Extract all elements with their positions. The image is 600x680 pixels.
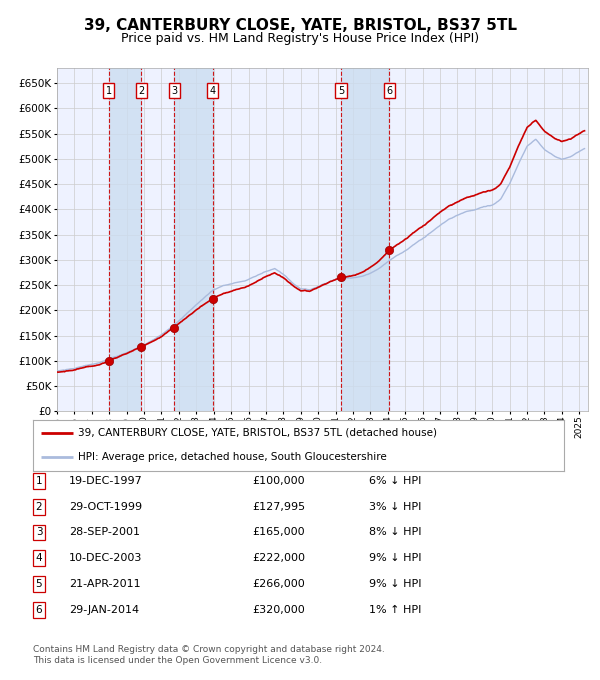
Text: 8% ↓ HPI: 8% ↓ HPI — [369, 528, 421, 537]
Text: 3: 3 — [171, 86, 178, 96]
Text: 1: 1 — [106, 86, 112, 96]
Text: This data is licensed under the Open Government Licence v3.0.: This data is licensed under the Open Gov… — [33, 656, 322, 665]
Text: 6% ↓ HPI: 6% ↓ HPI — [369, 476, 421, 486]
Text: Contains HM Land Registry data © Crown copyright and database right 2024.: Contains HM Land Registry data © Crown c… — [33, 645, 385, 653]
Text: 29-OCT-1999: 29-OCT-1999 — [69, 502, 142, 511]
Bar — [175, 68, 212, 411]
Text: 19-DEC-1997: 19-DEC-1997 — [69, 476, 143, 486]
Bar — [341, 68, 389, 411]
Text: £266,000: £266,000 — [252, 579, 305, 589]
Text: HPI: Average price, detached house, South Gloucestershire: HPI: Average price, detached house, Sout… — [78, 452, 387, 462]
Text: 6: 6 — [386, 86, 392, 96]
Text: £127,995: £127,995 — [252, 502, 305, 511]
Bar — [109, 68, 141, 411]
Text: 3: 3 — [35, 528, 43, 537]
Text: 5: 5 — [35, 579, 43, 589]
Text: £100,000: £100,000 — [252, 476, 305, 486]
Text: £222,000: £222,000 — [252, 554, 305, 563]
Text: 9% ↓ HPI: 9% ↓ HPI — [369, 579, 421, 589]
Text: 21-APR-2011: 21-APR-2011 — [69, 579, 140, 589]
Text: 6: 6 — [35, 605, 43, 615]
Text: 9% ↓ HPI: 9% ↓ HPI — [369, 554, 421, 563]
Text: 4: 4 — [35, 554, 43, 563]
Text: £320,000: £320,000 — [252, 605, 305, 615]
Text: Price paid vs. HM Land Registry's House Price Index (HPI): Price paid vs. HM Land Registry's House … — [121, 32, 479, 45]
Text: 4: 4 — [209, 86, 216, 96]
Text: 10-DEC-2003: 10-DEC-2003 — [69, 554, 142, 563]
Text: 28-SEP-2001: 28-SEP-2001 — [69, 528, 140, 537]
Text: 3% ↓ HPI: 3% ↓ HPI — [369, 502, 421, 511]
Text: 29-JAN-2014: 29-JAN-2014 — [69, 605, 139, 615]
Text: 5: 5 — [338, 86, 344, 96]
Text: 1: 1 — [35, 476, 43, 486]
Text: 39, CANTERBURY CLOSE, YATE, BRISTOL, BS37 5TL: 39, CANTERBURY CLOSE, YATE, BRISTOL, BS3… — [83, 18, 517, 33]
Text: £165,000: £165,000 — [252, 528, 305, 537]
Text: 2: 2 — [35, 502, 43, 511]
Text: 1% ↑ HPI: 1% ↑ HPI — [369, 605, 421, 615]
Text: 39, CANTERBURY CLOSE, YATE, BRISTOL, BS37 5TL (detached house): 39, CANTERBURY CLOSE, YATE, BRISTOL, BS3… — [78, 428, 437, 438]
Text: 2: 2 — [138, 86, 144, 96]
